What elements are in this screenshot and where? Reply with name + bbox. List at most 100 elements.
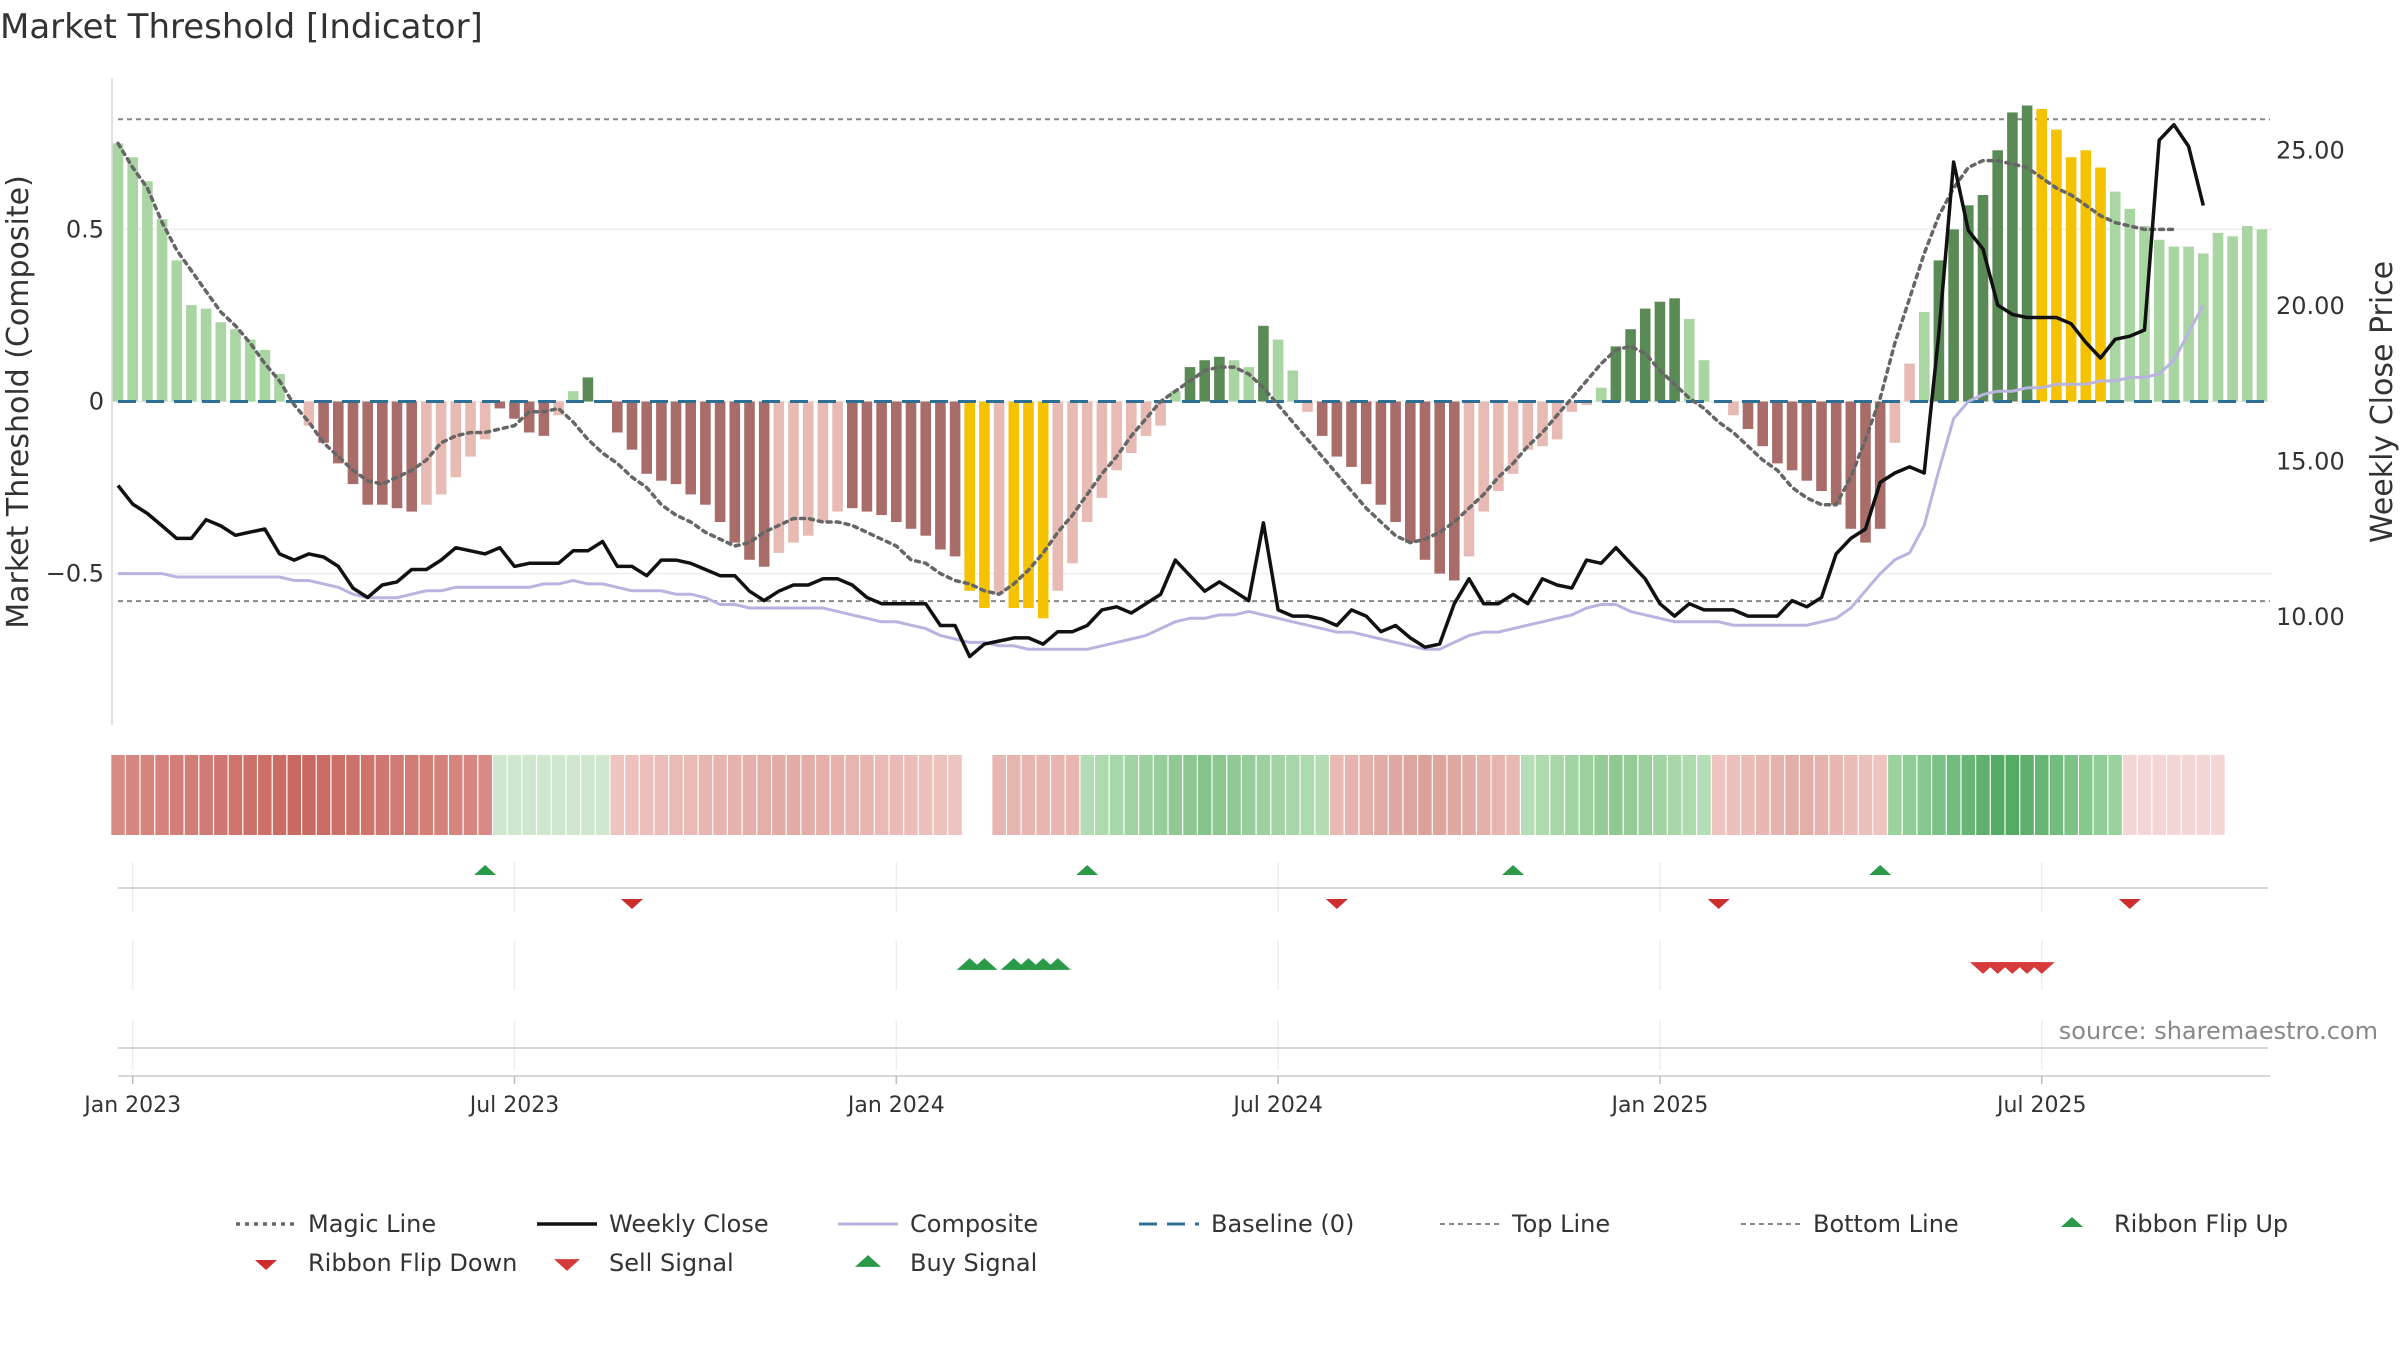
ribbon-cell — [1976, 755, 1990, 835]
composite-bar — [729, 401, 741, 543]
composite-bar — [1140, 401, 1152, 436]
ribbon-cell — [1286, 755, 1300, 835]
composite-bar — [626, 401, 638, 450]
composite-bar — [905, 401, 917, 529]
ribbon-cell — [2049, 755, 2064, 835]
composite-bar — [1228, 360, 1240, 402]
ribbon-cell — [1990, 755, 2005, 835]
composite-bar — [1698, 360, 1710, 402]
ribbon-cell — [1506, 755, 1520, 835]
ribbon-cell — [933, 755, 948, 835]
composite-bar — [171, 260, 183, 402]
composite-bar — [1772, 401, 1783, 464]
ribbon-cell — [816, 755, 830, 835]
composite-bar — [1786, 401, 1798, 471]
composite-bar — [2080, 150, 2092, 402]
composite-bar — [127, 157, 138, 402]
y-right-tick-label: 20.00 — [2276, 292, 2345, 320]
composite-bar — [2153, 239, 2165, 402]
sell-signal-marker — [2028, 962, 2055, 974]
y-right-tick-label: 15.00 — [2276, 448, 2345, 476]
ribbon-cell — [1227, 755, 1241, 835]
composite-line — [118, 304, 2205, 651]
composite-bar — [347, 401, 359, 485]
ribbon-cell — [625, 755, 639, 835]
composite-bar — [891, 401, 902, 522]
legend-label: Top Line — [1511, 1210, 1610, 1238]
ribbon-cell — [654, 755, 669, 835]
composite-bar — [847, 401, 858, 509]
ribbon-cell — [1021, 755, 1036, 835]
composite-bar — [1434, 401, 1445, 574]
legend-marker — [2061, 1217, 2083, 1227]
ribbon-cell — [1800, 755, 1814, 835]
y-left-ticks: 0.5 0 −0.5 — [46, 215, 104, 587]
ribbon-cell — [1374, 755, 1388, 835]
ribbon-cell — [2064, 755, 2078, 835]
legend-item-flip_down: Ribbon Flip Down — [255, 1249, 517, 1277]
composite-bar — [2109, 191, 2121, 402]
composite-bar — [2227, 236, 2238, 402]
composite-bar — [156, 219, 168, 402]
composite-bar — [377, 401, 388, 505]
composite-bar — [1948, 229, 1959, 402]
ribbon-cell — [1432, 755, 1447, 835]
ribbon-cell — [419, 755, 434, 835]
ribbon-cell — [918, 755, 933, 835]
ribbon-cell — [1447, 755, 1462, 835]
ribbon-cell — [2137, 755, 2152, 835]
composite-bar — [1067, 401, 1078, 564]
composite-bar — [2198, 253, 2209, 402]
composite-bar — [1625, 329, 1636, 402]
ribbon-cell — [1036, 755, 1050, 835]
ribbon-cell — [830, 755, 845, 835]
x-tick-label: Jan 2024 — [846, 1093, 945, 1118]
legend-label: Ribbon Flip Up — [2114, 1210, 2288, 1238]
composite-bar — [318, 401, 329, 443]
composite-bar — [479, 401, 491, 440]
composite-bar — [1493, 401, 1504, 491]
ribbon-cell — [860, 755, 874, 835]
y-right-tick-label: 10.00 — [2276, 603, 2345, 631]
composite-bar — [1742, 401, 1754, 429]
ribbon-cell — [1330, 755, 1344, 835]
composite-bar — [1390, 401, 1401, 522]
ribbon-cell — [948, 755, 962, 835]
ribbon-cell — [390, 755, 404, 835]
ribbon-cell — [125, 755, 140, 835]
composite-bar — [744, 401, 755, 560]
ribbon-cell — [1300, 755, 1315, 835]
buy-signal-marker — [1044, 958, 1071, 970]
composite-bar — [1904, 363, 1915, 402]
composite-bar — [1757, 401, 1768, 447]
ribbon-cell — [434, 755, 448, 835]
composite-bar — [274, 374, 285, 402]
composite-bar — [567, 391, 579, 402]
x-tick-label: Jul 2025 — [1995, 1093, 2087, 1118]
composite-bar — [406, 401, 417, 512]
composite-bar — [435, 401, 447, 495]
composite-bar — [1316, 401, 1328, 436]
ribbon-cell — [316, 755, 331, 835]
ribbon-cell — [2123, 755, 2137, 835]
ribbon-flip-up-marker — [474, 865, 497, 875]
composite-bar — [2168, 246, 2180, 402]
composite-bar — [1346, 401, 1357, 467]
ribbon-cell — [2167, 755, 2181, 835]
composite-bar — [333, 401, 344, 464]
x-tick-label: Jul 2024 — [1231, 1093, 1323, 1118]
ribbon-cell — [1168, 755, 1183, 835]
composite-bar — [1331, 401, 1343, 457]
composite-bar — [2212, 232, 2224, 402]
composite-bar — [1537, 401, 1548, 447]
composite-bar — [1008, 401, 1020, 608]
composite-bar — [979, 401, 990, 608]
composite-bar — [523, 401, 535, 433]
composite-bar — [2183, 246, 2194, 402]
ribbon-cell — [478, 755, 492, 835]
composite-bar — [670, 401, 682, 485]
ribbon-cell — [2181, 755, 2196, 835]
composite-bar — [2036, 109, 2047, 402]
ribbon-flip-up-marker — [1076, 865, 1099, 875]
ribbon-cell — [904, 755, 918, 835]
